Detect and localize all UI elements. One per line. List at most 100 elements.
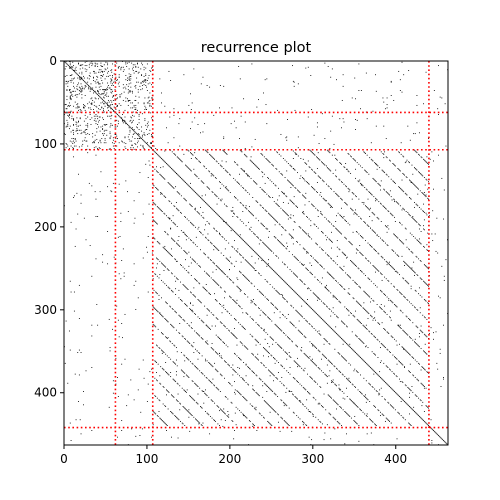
recurrence-point: [336, 228, 337, 230]
recurrence-point: [80, 194, 82, 196]
recurrence-point: [317, 314, 319, 316]
recurrence-point: [98, 108, 99, 110]
recurrence-point: [184, 216, 186, 217]
recurrence-point: [267, 264, 269, 266]
recurrence-point: [198, 352, 200, 354]
recurrence-point: [399, 309, 401, 311]
recurrence-point: [234, 196, 235, 198]
recurrence-point: [214, 158, 216, 160]
recurrence-point: [266, 211, 268, 213]
recurrence-point: [315, 312, 317, 314]
recurrence-point: [264, 296, 266, 298]
recurrence-point: [330, 362, 332, 363]
recurrence-point: [112, 142, 113, 144]
recurrence-point: [176, 156, 178, 158]
recurrence-point: [356, 318, 358, 320]
recurrence-point: [390, 422, 392, 424]
recurrence-point: [107, 263, 109, 265]
recurrence-point: [239, 305, 240, 307]
recurrence-point: [314, 224, 316, 226]
recurrence-point: [375, 390, 377, 392]
recurrence-point: [399, 79, 401, 81]
recurrence-point: [103, 89, 105, 91]
recurrence-point: [149, 371, 151, 373]
recurrence-point: [422, 192, 424, 194]
recurrence-point: [195, 366, 196, 368]
recurrence-point: [292, 150, 294, 152]
recurrence-point: [156, 166, 157, 168]
recurrence-point: [263, 207, 264, 209]
recurrence-point: [159, 313, 161, 315]
recurrence-point: [373, 300, 375, 302]
recurrence-point: [327, 220, 329, 222]
recurrence-point: [103, 103, 105, 105]
recurrence-point: [345, 342, 347, 344]
recurrence-point: [91, 62, 93, 64]
recurrence-point: [78, 82, 79, 84]
recurrence-point: [319, 403, 321, 405]
recurrence-point: [305, 232, 307, 234]
recurrence-point: [286, 248, 288, 250]
recurrence-point: [223, 167, 225, 169]
recurrence-point: [300, 349, 302, 351]
recurrence-point: [297, 363, 298, 365]
recurrence-point: [226, 171, 228, 173]
recurrence-point: [205, 342, 207, 344]
recurrence-point: [335, 175, 337, 177]
recurrence-point: [398, 70, 400, 72]
recurrence-point: [263, 330, 265, 332]
recurrence-point: [162, 281, 164, 283]
recurrence-point: [198, 195, 200, 197]
recurrence-point: [357, 406, 359, 408]
recurrence-point: [219, 408, 221, 410]
recurrence-point: [345, 203, 347, 205]
recurrence-point: [408, 70, 410, 72]
recurrence-point: [405, 193, 407, 195]
recurrence-point: [400, 310, 402, 312]
recurrence-point: [226, 188, 228, 190]
recurrence-point: [235, 302, 237, 304]
recurrence-point: [163, 265, 165, 266]
recurrence-point: [298, 313, 300, 315]
recurrence-point: [370, 432, 372, 434]
recurrence-point: [198, 299, 200, 301]
recurrence-point: [106, 134, 108, 136]
recurrence-point: [84, 68, 86, 70]
recurrence-point: [416, 396, 418, 397]
recurrence-point: [191, 153, 193, 155]
recurrence-point: [263, 329, 264, 331]
recurrence-point: [345, 186, 347, 188]
recurrence-point: [200, 180, 202, 182]
recurrence-point: [180, 403, 182, 405]
recurrence-point: [247, 279, 249, 281]
recurrence-point: [333, 260, 335, 262]
recurrence-point: [355, 335, 357, 337]
recurrence-point: [151, 135, 152, 137]
recurrence-point: [109, 126, 111, 128]
recurrence-point: [384, 294, 386, 296]
recurrence-point: [190, 361, 191, 363]
recurrence-point: [240, 411, 242, 413]
recurrence-point: [147, 97, 149, 99]
recurrence-point: [177, 383, 179, 385]
recurrence-point: [290, 214, 292, 216]
recurrence-point: [345, 359, 347, 361]
recurrence-point: [281, 226, 283, 227]
recurrence-point: [423, 192, 425, 193]
recurrence-point: [327, 150, 329, 152]
recurrence-point: [277, 274, 279, 276]
recurrence-point: [256, 183, 258, 185]
recurrence-point: [374, 353, 376, 355]
recurrence-point: [119, 95, 121, 97]
recurrence-point: [253, 232, 254, 234]
recurrence-point: [229, 256, 231, 258]
recurrence-point: [350, 347, 352, 349]
recurrence-point: [404, 419, 406, 421]
recurrence-point: [256, 236, 258, 237]
recurrence-point: [167, 373, 169, 375]
recurrence-point: [307, 299, 308, 300]
recurrence-point: [394, 304, 395, 305]
recurrence-point: [443, 324, 444, 326]
recurrence-point: [112, 139, 114, 141]
recurrence-point: [247, 383, 249, 385]
